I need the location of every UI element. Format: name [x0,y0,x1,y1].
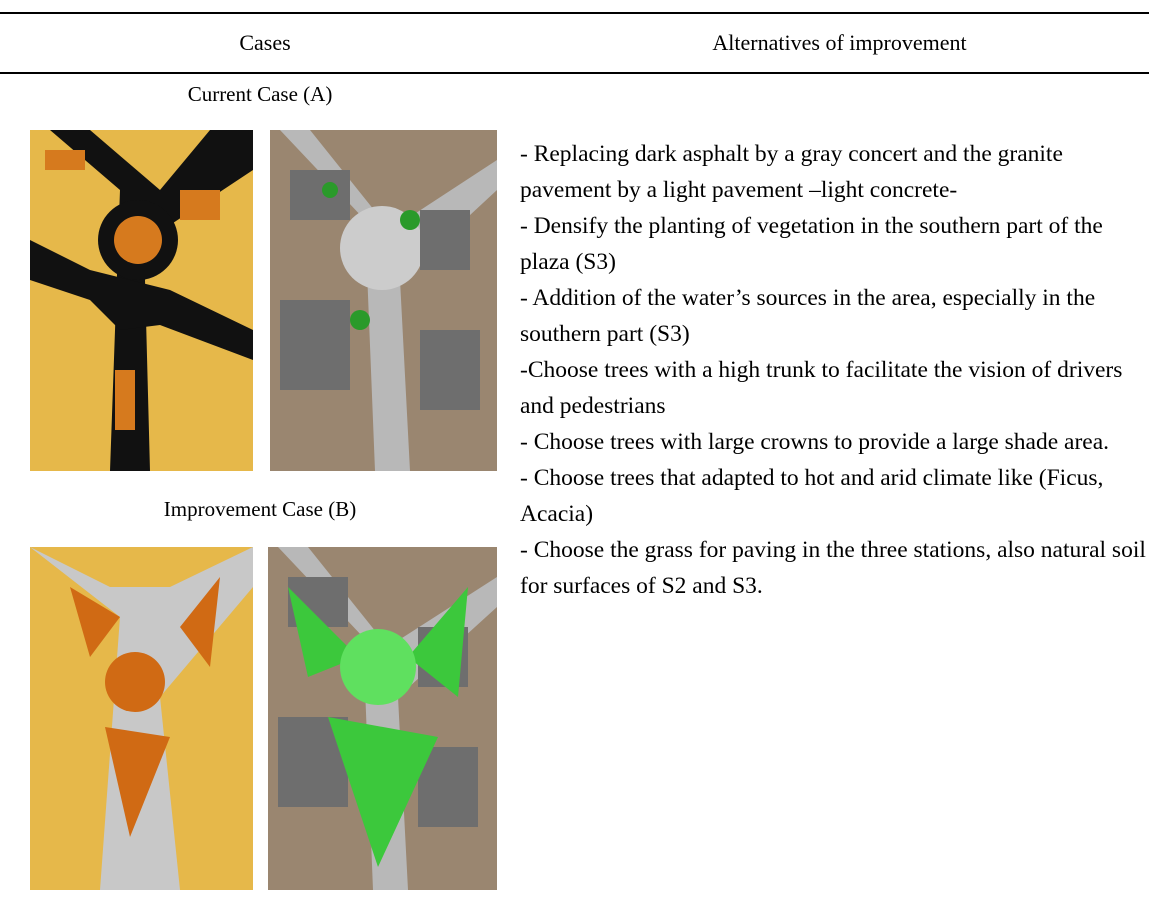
alternative: - Replacing dark asphalt by a gray conce… [520,141,1063,203]
alternative: - Choose trees with large crowns to prov… [520,429,1110,455]
alternative: - Densify the planting of vegetation in … [520,213,1103,275]
alternatives-list: - Replacing dark asphalt by a gray conce… [520,136,1148,604]
case-label: Improvement Case (B) [163,497,357,521]
header-alternatives: Alternatives of improvement [712,30,967,55]
alternative: - Addition of the water’s sources in the… [520,285,1096,347]
map-current-materials [30,130,253,471]
alternative: -Choose trees with a high trunk to facil… [520,357,1123,419]
map-current-satellite [270,130,497,471]
top-rule [0,12,1149,14]
alternative: - Choose trees that adapted to hot and a… [520,465,1104,527]
map-improved-satellite [268,547,497,890]
case-label: Current Case (A) [187,82,333,106]
map-improved-materials [30,547,253,890]
alternative: - Choose the grass for paving in the thr… [520,537,1146,599]
header-cases: Cases [239,30,291,55]
header-rule [0,72,1149,74]
